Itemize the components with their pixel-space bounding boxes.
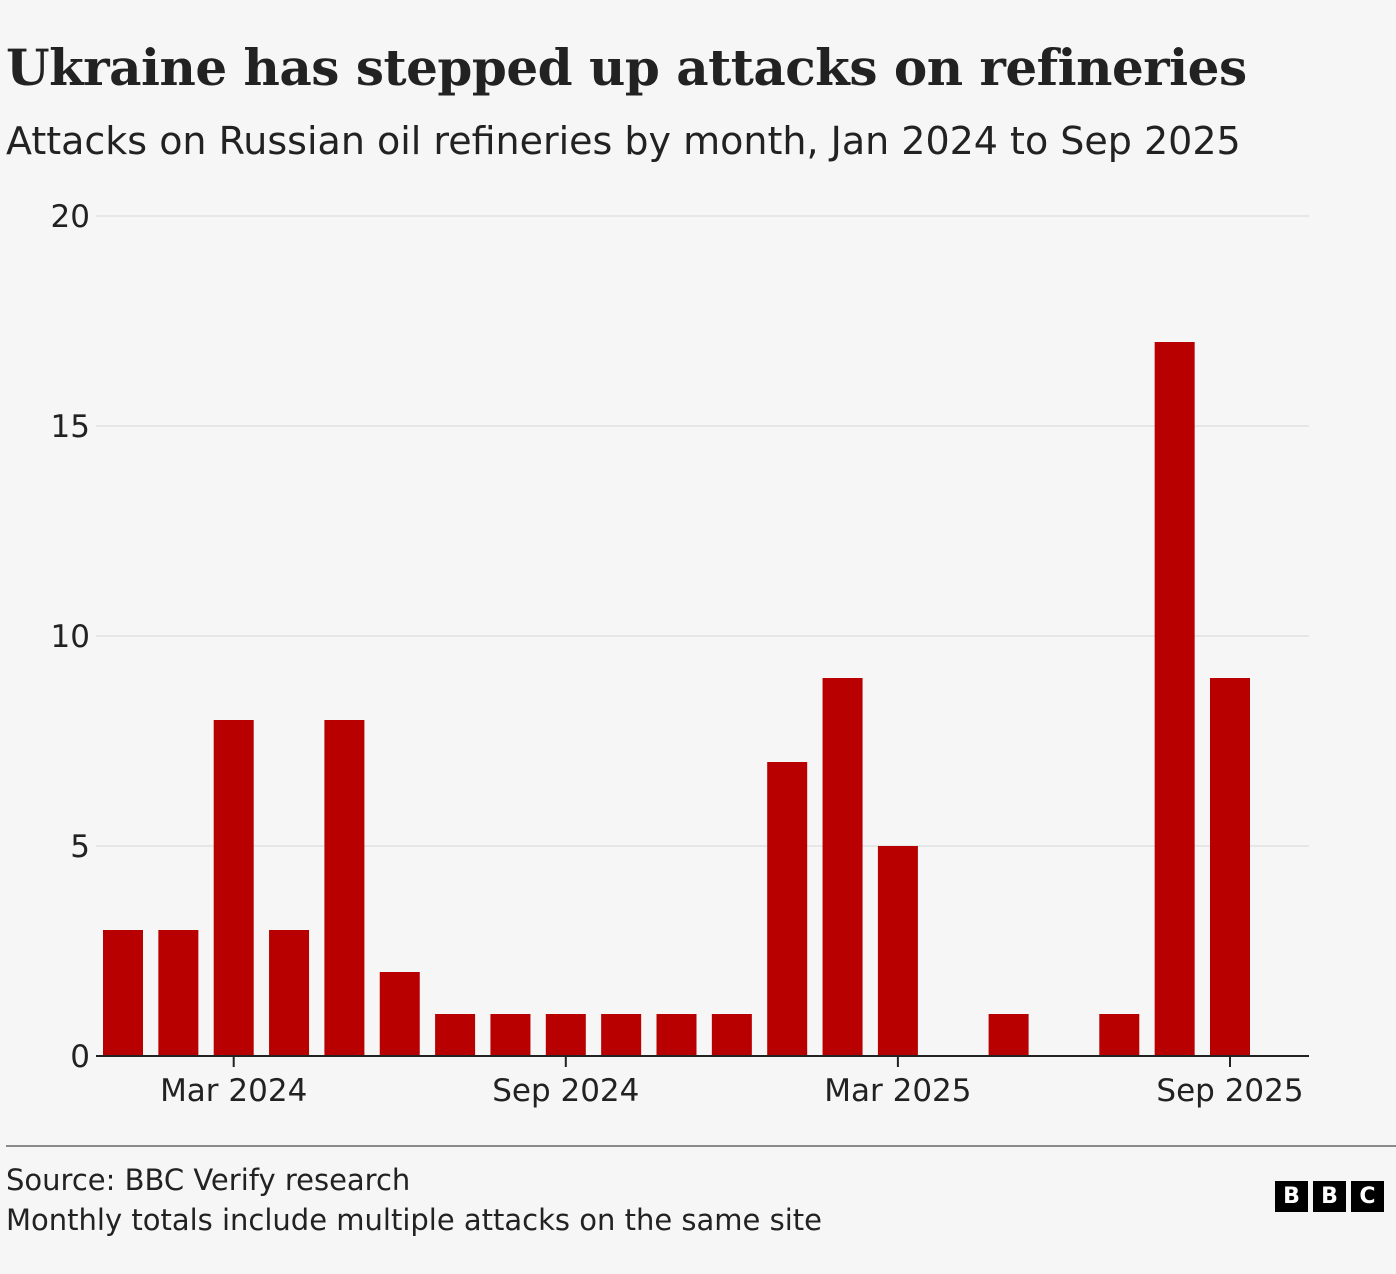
bar-jul-2024 [435, 1014, 476, 1056]
bar-dec-2024 [711, 1014, 752, 1056]
bar-apr-2024 [269, 930, 310, 1056]
bar-jan-2024 [103, 930, 143, 1056]
y-tick-label-10: 10 [51, 619, 90, 655]
x-tick-label-mar-2025: Mar 2025 [824, 1073, 971, 1109]
bar-may-2025 [988, 1014, 1029, 1056]
bar-oct-2024 [601, 1014, 642, 1056]
bbc-logo-letter-c: C [1351, 1181, 1384, 1212]
bar-feb-2025 [822, 678, 863, 1056]
bar-chart: 0 5 10 15 20 Mar 2024 Sep 2024 Mar 2025 Sep 202… [51, 199, 1309, 1109]
y-tick-label-0: 0 [70, 1039, 90, 1075]
bar-feb-2024 [158, 930, 199, 1056]
bars [103, 342, 1250, 1056]
methodology-note: Monthly totals include multiple attacks … [6, 1203, 822, 1237]
footer-divider [6, 1145, 1396, 1147]
chart-subtitle: Attacks on Russian oil refineries by mon… [6, 119, 1241, 163]
x-tick-labels: Mar 2024 Sep 2024 Mar 2025 Sep 2025 [160, 1073, 1304, 1109]
bar-jan-2025 [767, 762, 808, 1056]
bbc-logo-letter-b2: B [1313, 1181, 1346, 1212]
y-tick-label-5: 5 [70, 829, 90, 865]
bar-nov-2024 [656, 1014, 697, 1056]
bbc-logo-letter-b1: B [1275, 1181, 1308, 1212]
bar-sep-2024 [545, 1014, 586, 1056]
bar-aug-2024 [490, 1014, 531, 1056]
chart-title: Ukraine has stepped up attacks on refine… [6, 38, 1247, 97]
bar-mar-2024 [213, 720, 254, 1056]
bar-jul-2025 [1099, 1014, 1140, 1056]
bar-aug-2025 [1154, 342, 1195, 1056]
bar-sep-2025 [1210, 678, 1250, 1056]
bar-jun-2024 [379, 972, 420, 1056]
x-tick-label-mar-2024: Mar 2024 [160, 1073, 307, 1109]
x-tick-label-sep-2024: Sep 2024 [492, 1073, 639, 1109]
gridlines [96, 215, 1309, 847]
x-tick-label-sep-2025: Sep 2025 [1156, 1073, 1303, 1109]
bar-may-2024 [324, 720, 365, 1056]
y-tick-label-20: 20 [51, 199, 90, 235]
source-note: Source: BBC Verify research [6, 1163, 411, 1197]
bbc-logo: B B C [1275, 1181, 1384, 1212]
y-tick-labels: 0 5 10 15 20 [51, 199, 90, 1075]
x-axis [96, 1055, 1309, 1067]
bar-mar-2025 [877, 846, 918, 1056]
y-tick-label-15: 15 [51, 409, 90, 445]
